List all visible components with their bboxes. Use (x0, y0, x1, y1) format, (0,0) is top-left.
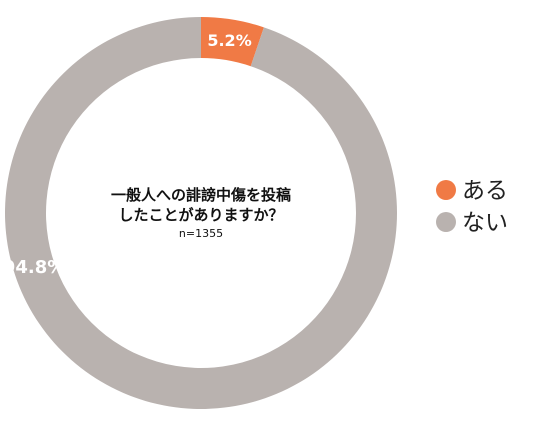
slice-labels: 5.2% 94.8% (3, 31, 252, 278)
legend: ある ない (436, 178, 508, 236)
sample-size-note: n=1355 (179, 227, 223, 240)
legend-label-aru: ある (462, 178, 508, 204)
center-text: 一般人への誹謗中傷を投稿 したことがありますか？ n=1355 (111, 186, 291, 240)
center-title-line-2: したことがありますか？ (118, 206, 283, 224)
donut-slices (4, 17, 398, 409)
legend-item-aru: ある (436, 178, 508, 204)
legend-swatch-aru (436, 180, 456, 200)
slice-label-0: 5.2% (207, 31, 251, 50)
legend-item-nai: ない (436, 210, 508, 236)
slice-label-1: 94.8% (3, 257, 65, 278)
legend-swatch-nai (436, 212, 456, 232)
slice-0 (201, 17, 264, 67)
center-title-line-1: 一般人への誹謗中傷を投稿 (111, 186, 291, 204)
legend-label-nai: ない (462, 210, 508, 236)
